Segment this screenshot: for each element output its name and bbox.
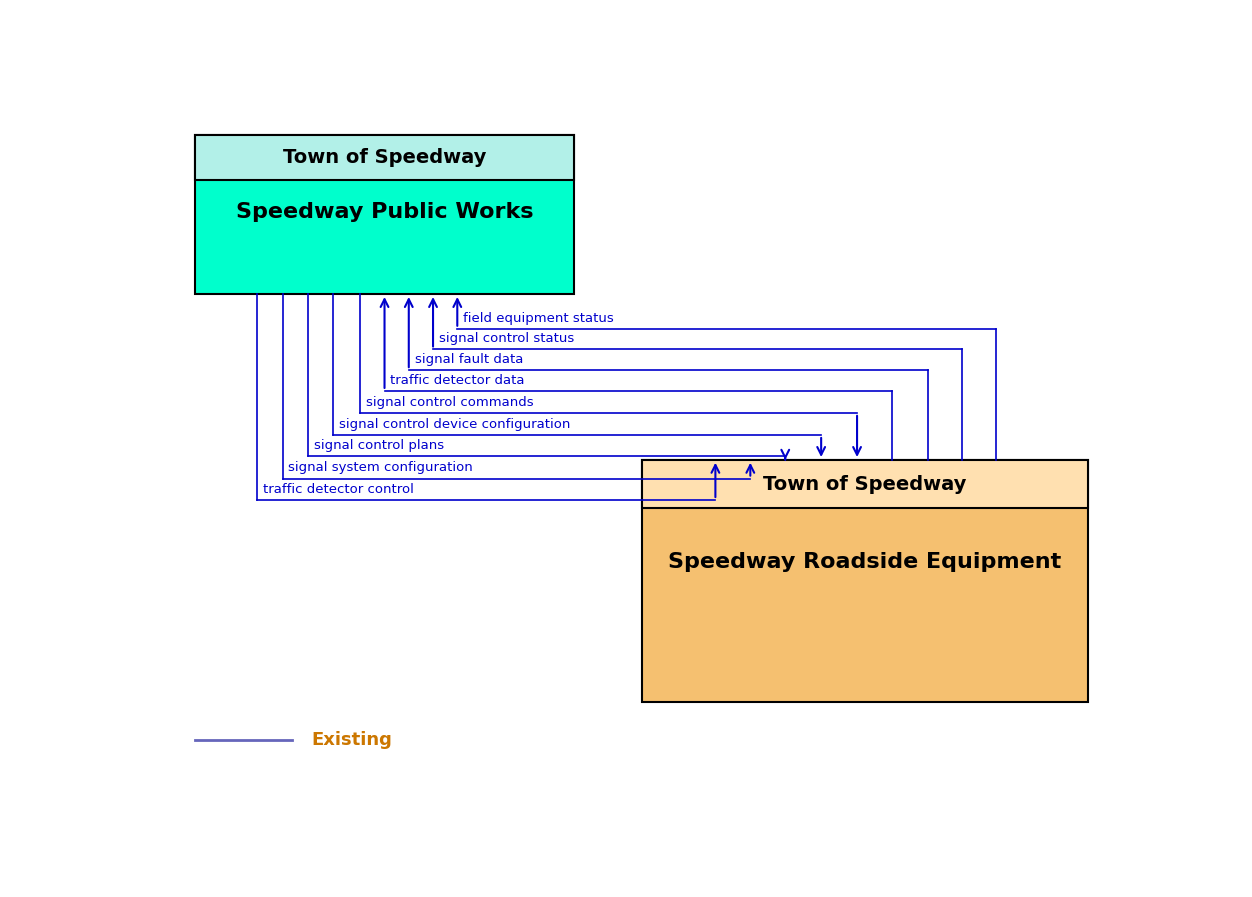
Text: signal control status: signal control status <box>439 332 575 345</box>
Text: Town of Speedway: Town of Speedway <box>764 475 967 493</box>
Text: Town of Speedway: Town of Speedway <box>283 148 486 167</box>
Text: traffic detector control: traffic detector control <box>263 483 414 496</box>
Text: traffic detector data: traffic detector data <box>391 374 525 387</box>
Text: Speedway Public Works: Speedway Public Works <box>235 202 533 222</box>
Text: Existing: Existing <box>312 731 393 749</box>
Text: field equipment status: field equipment status <box>463 311 613 325</box>
Bar <box>195 135 573 179</box>
Text: signal system configuration: signal system configuration <box>288 461 473 475</box>
Text: Speedway Roadside Equipment: Speedway Roadside Equipment <box>669 553 1062 572</box>
Bar <box>641 460 1088 509</box>
Text: signal fault data: signal fault data <box>414 353 523 366</box>
Text: signal control device configuration: signal control device configuration <box>339 418 571 431</box>
Text: signal control commands: signal control commands <box>366 396 533 409</box>
Bar <box>195 135 573 294</box>
Bar <box>641 460 1088 701</box>
Text: signal control plans: signal control plans <box>314 440 443 452</box>
